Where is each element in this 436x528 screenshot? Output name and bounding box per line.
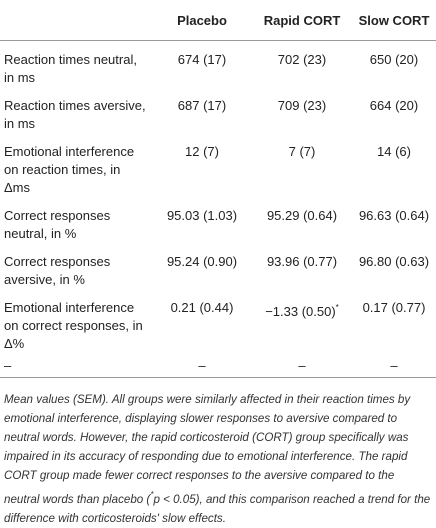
cell-value: 96.80 (0.63) <box>358 254 430 269</box>
cell-value: – <box>198 358 206 373</box>
row-label: Reaction times aversive, in ms <box>4 98 146 131</box>
table-note: Mean values (SEM). All groups were simil… <box>0 378 436 528</box>
cell: 0.21 (0.44) <box>152 289 252 353</box>
cell: 674 (17) <box>152 41 252 88</box>
cell: 93.96 (0.77) <box>252 243 352 289</box>
table-row: Reaction times neutral, in ms 674 (17) 702… <box>0 41 436 88</box>
cell: 0.17 (0.77) <box>352 289 436 353</box>
cell-value: 709 (23) <box>277 98 327 113</box>
table-row: Correct responses aversive, in % 95.24 (0… <box>0 243 436 289</box>
row-label: Correct responses aversive, in % <box>4 254 111 287</box>
cell-value: 664 (20) <box>369 98 419 113</box>
table-row: Reaction times aversive, in ms 687 (17) 70… <box>0 87 436 133</box>
significance-mark: * <box>335 303 339 312</box>
cell: 95.24 (0.90) <box>152 243 252 289</box>
cell: – <box>352 353 436 378</box>
cell-value: 7 (7) <box>288 144 316 159</box>
row-label: Emotional interference on correct respon… <box>4 300 143 351</box>
cell: 96.63 (0.64) <box>352 197 436 243</box>
row-label: Reaction times neutral, in ms <box>4 52 137 85</box>
cell: 702 (23) <box>252 41 352 88</box>
cell: 14 (6) <box>352 133 436 197</box>
table-row: Emotional interference on reaction times… <box>0 133 436 197</box>
cell-value: 650 (20) <box>369 52 419 67</box>
cell: 7 (7) <box>252 133 352 197</box>
table-row: Emotional interference on correct respon… <box>0 289 436 353</box>
cell-value: – <box>298 358 306 373</box>
cell-value: 12 (7) <box>185 144 219 159</box>
cell-value: – <box>390 358 398 373</box>
row-label: Emotional interference on reaction times… <box>4 144 135 195</box>
cell: 96.80 (0.63) <box>352 243 436 289</box>
column-header: Rapid CORT <box>252 0 352 41</box>
cell: 95.29 (0.64) <box>252 197 352 243</box>
cell-value: −1.33 (0.50) <box>265 304 336 319</box>
cell-value: 93.96 (0.77) <box>266 254 338 269</box>
header-row: Placebo Rapid CORT Slow CORT <box>0 0 436 41</box>
cell-value: 687 (17) <box>177 98 227 113</box>
cell-value: 95.24 (0.90) <box>166 254 238 269</box>
table-row: Correct responses neutral, in % 95.03 (1.… <box>0 197 436 243</box>
corner <box>0 0 152 41</box>
cell-value: 14 (6) <box>377 144 411 159</box>
cell: 12 (7) <box>152 133 252 197</box>
cell-value: 702 (23) <box>277 52 327 67</box>
cell: 687 (17) <box>152 87 252 133</box>
row-label: Correct responses neutral, in % <box>4 208 111 241</box>
cell-value: 0.17 (0.77) <box>362 300 426 315</box>
cell: −1.33 (0.50)* <box>252 289 352 353</box>
cell: – <box>152 353 252 378</box>
results-table: Placebo Rapid CORT Slow CORT Reaction ti… <box>0 0 436 378</box>
cell: 709 (23) <box>252 87 352 133</box>
cell: 664 (20) <box>352 87 436 133</box>
cell-value: 95.03 (1.03) <box>166 208 238 223</box>
cell-value: 96.63 (0.64) <box>358 208 430 223</box>
note-star: * <box>150 490 154 499</box>
cell: – <box>252 353 352 378</box>
row-label: – <box>0 353 152 378</box>
cell-value: 0.21 (0.44) <box>170 300 234 315</box>
table-row: – – – – <box>0 353 436 378</box>
cell: 650 (20) <box>352 41 436 88</box>
column-header: Slow CORT <box>352 0 436 41</box>
column-header: Placebo <box>152 0 252 41</box>
note-p: p < 0.05 <box>153 493 196 506</box>
cell-value: 95.29 (0.64) <box>266 208 338 223</box>
cell: 95.03 (1.03) <box>152 197 252 243</box>
note-text: Mean values (SEM). All groups were simil… <box>4 393 411 506</box>
cell-value: 674 (17) <box>177 52 227 67</box>
